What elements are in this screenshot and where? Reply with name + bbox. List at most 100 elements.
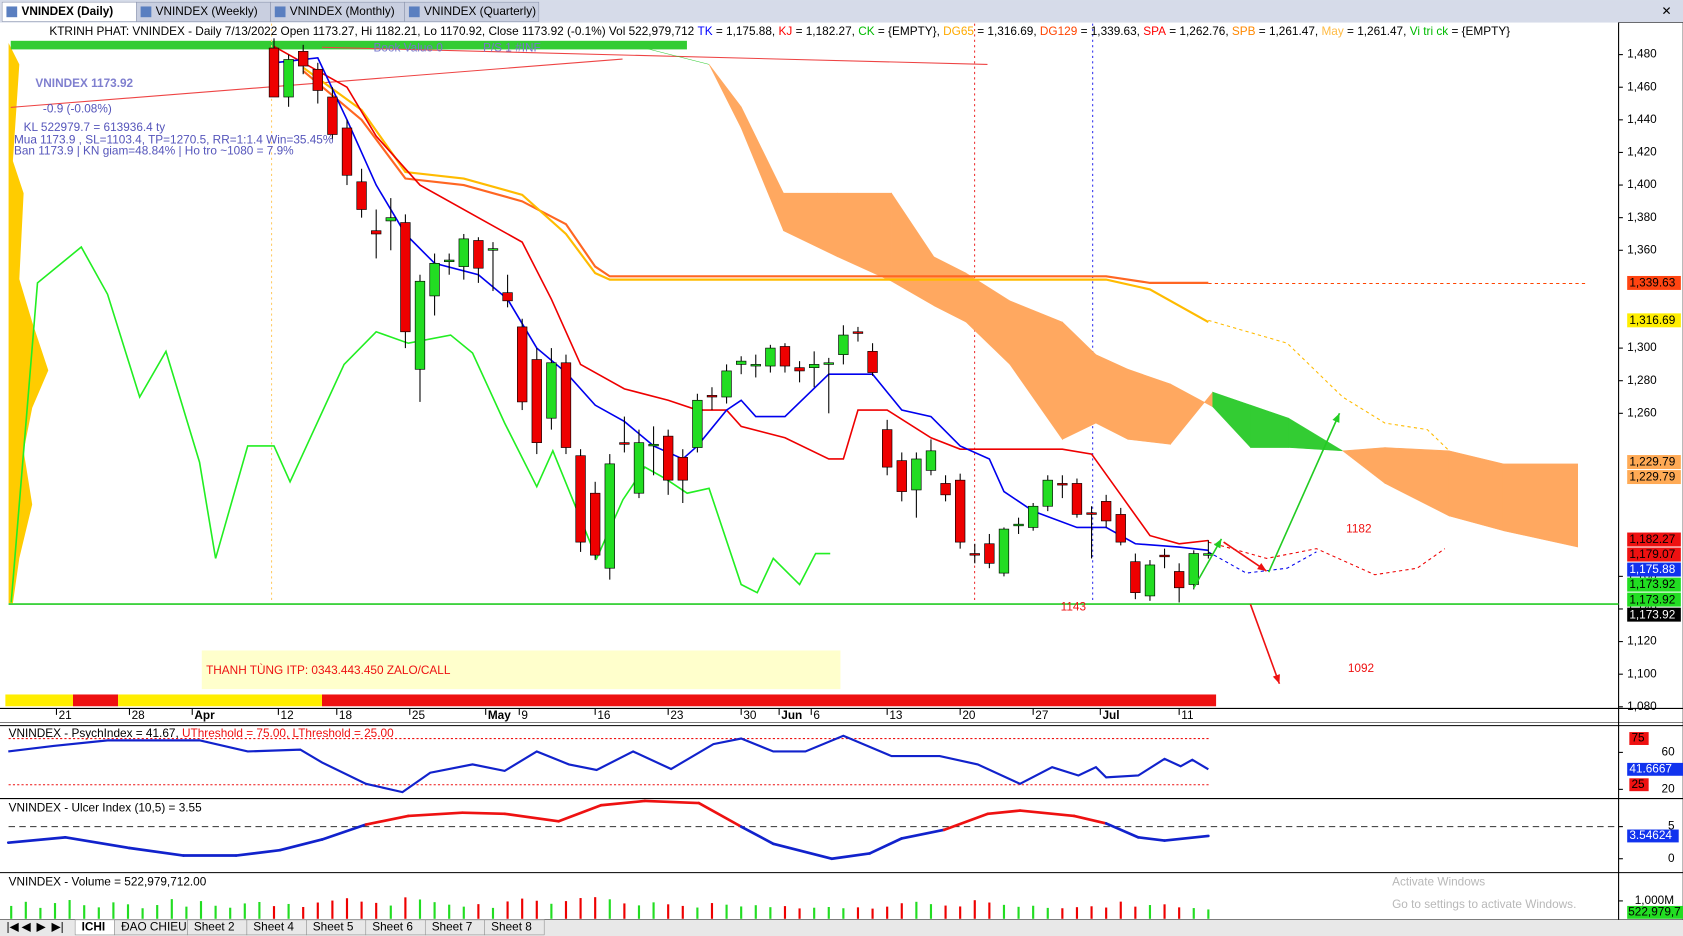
header-item: SPB xyxy=(1232,24,1256,38)
volume-bar xyxy=(710,903,714,919)
candle-body xyxy=(356,181,367,210)
sheet-tab-label[interactable]: Sheet 8 xyxy=(491,919,532,933)
ulcer-segment xyxy=(6,836,67,845)
header-item: Vi tri ck xyxy=(1410,24,1449,38)
tab-icon xyxy=(140,6,152,18)
nav-button[interactable]: ◀ xyxy=(21,919,31,933)
candle-body xyxy=(575,455,586,543)
volume-bar xyxy=(929,904,933,919)
ulcer-segment xyxy=(900,828,946,840)
volume-bar xyxy=(900,903,903,919)
volume-bar xyxy=(696,907,699,919)
candle-body xyxy=(998,528,1010,574)
tab-label[interactable]: VNINDEX (Monthly) xyxy=(290,4,395,18)
candle-body xyxy=(1013,523,1024,527)
volume-bar xyxy=(214,905,217,919)
tab-icon xyxy=(274,6,286,18)
volume-bar xyxy=(1105,907,1108,919)
volume-bar xyxy=(126,904,130,919)
ulcer-segment xyxy=(63,836,131,850)
close-button[interactable]: ✕ xyxy=(1662,4,1672,18)
sheet-tab-label[interactable]: Sheet 7 xyxy=(432,919,473,933)
nav-button[interactable]: ▶| xyxy=(52,919,64,933)
nav-button[interactable]: ▶ xyxy=(36,919,46,933)
volume-bar xyxy=(68,900,71,919)
sheet-tab-label[interactable]: Sheet 6 xyxy=(372,919,413,933)
candle-body xyxy=(341,127,353,176)
volume-bar xyxy=(754,905,757,919)
candle-body xyxy=(1130,561,1141,593)
header-item: May xyxy=(1321,24,1343,38)
watermark-subtitle: Go to settings to activate Windows. xyxy=(1392,897,1576,911)
volume-bar xyxy=(170,899,173,919)
volume-bar xyxy=(404,897,407,919)
sheet-tab-label[interactable]: Sheet 2 xyxy=(194,919,235,933)
nav-button[interactable]: |◀ xyxy=(6,919,19,933)
ulcer-segment xyxy=(503,812,561,823)
volume-bar xyxy=(316,902,319,919)
arrow xyxy=(1249,604,1281,685)
sheet-tab-label[interactable]: ICHI xyxy=(82,919,106,933)
volume-bar xyxy=(1134,906,1137,919)
header-item: = 1,182.27, xyxy=(796,24,855,38)
header-item: = 1,339.63, xyxy=(1081,24,1140,38)
tab-label[interactable]: VNINDEX (Daily) xyxy=(21,4,113,18)
volume-bar xyxy=(272,906,276,919)
volume-bar xyxy=(258,901,261,919)
header-item: = {EMPTY}, xyxy=(878,24,940,38)
volume-bar xyxy=(988,902,991,919)
sheet-tab-label[interactable]: Sheet 4 xyxy=(253,919,294,933)
volume-bar xyxy=(944,905,947,919)
x-tick-label: 18 xyxy=(339,708,353,722)
target-label: 1182 xyxy=(1346,521,1371,535)
price-tag-label: 1,179.07 xyxy=(1629,547,1675,561)
volume-bar xyxy=(842,908,845,919)
header-item: = 1,262.76, xyxy=(1169,24,1228,38)
sheet-tab-label[interactable]: Sheet 5 xyxy=(313,919,354,933)
y-tick-label: 1,480 xyxy=(1627,47,1657,61)
indicator-line xyxy=(273,45,1209,545)
value-tag-label: 75 xyxy=(1631,731,1645,745)
sheet-tab[interactable] xyxy=(484,919,545,936)
y-tick-label: 1,460 xyxy=(1627,79,1657,93)
y-tick-label: 60 xyxy=(1662,745,1676,759)
arrow xyxy=(1192,538,1223,589)
volume-bar xyxy=(827,906,830,919)
candle-body xyxy=(721,370,732,398)
volume-bar xyxy=(915,901,918,919)
volume-bar xyxy=(798,908,801,919)
tab-label[interactable]: VNINDEX (Weekly) xyxy=(156,4,258,18)
volume-bar xyxy=(389,905,392,919)
sheet-tab-label[interactable]: ĐAO CHIEU xyxy=(121,919,187,933)
volume-bar xyxy=(1207,909,1210,919)
buy-info: Mua 1173.9 , SL=1103.4, TP=1270.5, RR=1:… xyxy=(14,133,334,147)
volume-profile xyxy=(8,42,49,604)
candle-body xyxy=(619,442,630,445)
volume-bar xyxy=(112,902,115,919)
volume-bar xyxy=(973,900,976,919)
y-tick-label: 1,380 xyxy=(1627,210,1657,224)
candle-body xyxy=(823,362,834,365)
candle-body xyxy=(867,351,878,373)
candle-body xyxy=(400,222,411,333)
candle-body xyxy=(268,47,280,98)
price-tag xyxy=(1627,592,1681,607)
price-tag xyxy=(1627,275,1681,290)
psych-line xyxy=(8,734,1209,794)
ulcer-segment xyxy=(128,846,185,857)
x-tick-label: Apr xyxy=(194,708,215,722)
tab-label[interactable]: VNINDEX (Quarterly) xyxy=(424,4,536,18)
top-band xyxy=(10,40,687,50)
price-change: -0.9 (-0.08%) xyxy=(43,102,112,116)
volume-bar xyxy=(97,907,100,919)
tab[interactable] xyxy=(404,1,540,22)
volume-bar xyxy=(243,903,246,919)
candle-body xyxy=(692,399,703,448)
price-tag-label: 1,229.79 xyxy=(1629,455,1675,469)
header-item: = 1,261.47, xyxy=(1347,24,1406,38)
price-tag-label: 1,339.63 xyxy=(1629,276,1675,290)
volume-bar xyxy=(1002,904,1006,919)
candle-body xyxy=(779,346,791,367)
panel-title-main: VNINDEX - PsychIndex = 41.67, xyxy=(9,726,179,740)
